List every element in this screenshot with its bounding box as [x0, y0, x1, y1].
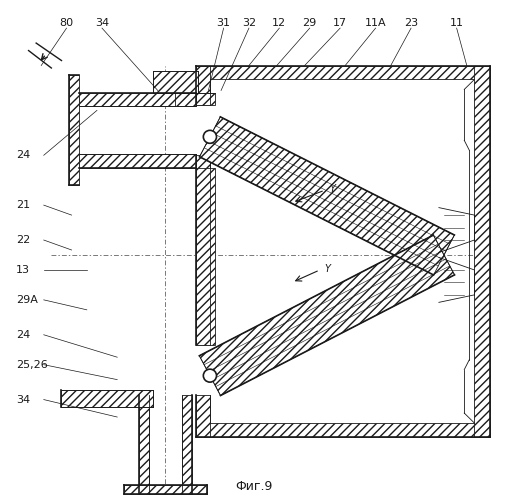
Text: 80: 80 [59, 18, 74, 28]
Polygon shape [79, 93, 196, 106]
Polygon shape [196, 394, 210, 437]
Text: 11A: 11A [365, 18, 387, 28]
Text: 34: 34 [16, 394, 30, 404]
Text: 29: 29 [303, 18, 317, 28]
Text: Y: Y [324, 264, 330, 274]
Polygon shape [199, 235, 455, 396]
Text: 25,26: 25,26 [16, 360, 48, 370]
Text: 11: 11 [450, 18, 464, 28]
Text: 13: 13 [16, 265, 30, 275]
Text: Y: Y [329, 184, 335, 194]
Polygon shape [61, 390, 153, 407]
Text: 29A: 29A [16, 295, 38, 305]
Text: 23: 23 [404, 18, 418, 28]
Polygon shape [153, 70, 198, 93]
Polygon shape [196, 93, 215, 106]
Polygon shape [474, 66, 490, 437]
Text: 12: 12 [272, 18, 287, 28]
Text: 17: 17 [333, 18, 347, 28]
Text: 21: 21 [16, 200, 30, 210]
Polygon shape [139, 394, 149, 494]
Text: 32: 32 [242, 18, 256, 28]
Polygon shape [196, 66, 210, 106]
Circle shape [203, 369, 216, 382]
Polygon shape [200, 117, 454, 275]
Polygon shape [196, 66, 490, 80]
Text: Фиг.9: Фиг.9 [235, 480, 273, 494]
Polygon shape [69, 76, 79, 185]
Text: 31: 31 [216, 18, 231, 28]
Text: 22: 22 [16, 235, 30, 245]
Polygon shape [196, 156, 210, 344]
Text: 24: 24 [16, 330, 30, 340]
Polygon shape [196, 168, 215, 344]
Polygon shape [196, 423, 490, 437]
Polygon shape [79, 154, 196, 168]
Circle shape [203, 130, 216, 143]
Text: 34: 34 [95, 18, 109, 28]
Polygon shape [124, 486, 207, 494]
Polygon shape [181, 394, 192, 494]
Text: 24: 24 [16, 150, 30, 160]
